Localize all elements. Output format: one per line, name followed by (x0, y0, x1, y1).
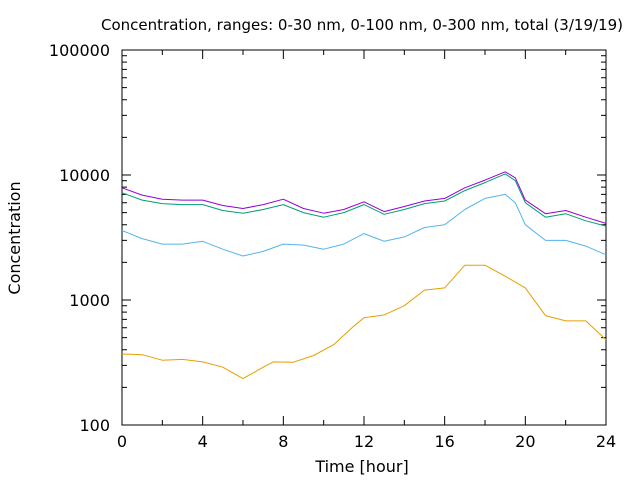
x-axis: 0 4 8 12 16 20 24 (117, 50, 616, 451)
x-tick-label: 20 (515, 432, 535, 451)
series-line (121, 193, 607, 257)
series-line (121, 171, 607, 224)
x-tick-label: 8 (278, 432, 288, 451)
y-tick-label: 1000 (69, 291, 110, 310)
series-line (121, 173, 607, 227)
series-lines (121, 171, 607, 380)
x-axis-label: Time [hour] (314, 457, 408, 476)
x-tick-label: 16 (434, 432, 454, 451)
x-tick-label: 24 (596, 432, 616, 451)
chart-title: Concentration, ranges: 0-30 nm, 0-100 nm… (101, 16, 623, 34)
y-axis: 100 1000 10000 100000 (49, 41, 606, 435)
x-tick-label: 0 (117, 432, 127, 451)
y-tick-label: 10000 (59, 166, 110, 185)
y-axis-label: Concentration (5, 181, 24, 294)
y-tick-label: 100000 (49, 41, 110, 60)
plot-border (121, 49, 607, 426)
x-tick-label: 4 (198, 432, 208, 451)
series-line (121, 264, 607, 380)
y-tick-label: 100 (79, 416, 110, 435)
x-tick-label: 12 (354, 432, 374, 451)
